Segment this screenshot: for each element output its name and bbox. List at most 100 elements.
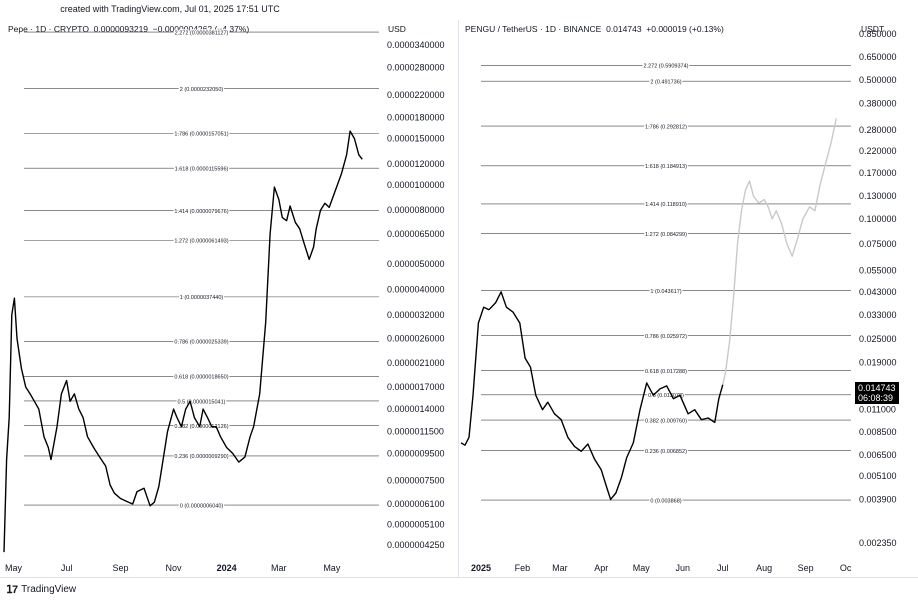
pepe-y-tick: 0.0000026000 <box>387 333 445 343</box>
pengu-fib-label: 1.786 (0.292812) <box>645 124 687 130</box>
pengu-fib-label: 0.382 (0.009760) <box>645 418 687 424</box>
pengu-x-tick: Oc <box>840 563 852 573</box>
pepe-y-tick: 0.0000032000 <box>387 310 445 320</box>
pepe-fib-label: 2 (0.0000232050) <box>180 87 224 93</box>
pengu-change: +0.000019 (+0.13%) <box>646 24 724 34</box>
pengu-y-tick: 0.650000 <box>859 52 897 62</box>
price-tag-countdown: 06:08:39 <box>858 393 894 403</box>
credit-line: created with TradingView.com, Jul 01, 20… <box>60 4 280 14</box>
pepe-y-tick: 0.0000005100 <box>387 519 445 529</box>
pengu-fib-label: 1.618 (0.184913) <box>645 164 687 170</box>
pengu-y-tick: 0.280000 <box>859 125 897 135</box>
pengu-fib-label: 1.272 (0.084299) <box>645 232 687 238</box>
pengu-y-tick: 0.011000 <box>859 405 896 415</box>
pengu-x-tick: May <box>633 563 651 573</box>
pepe-plot: 2.272 (0.0000381127) 2 (0.0000232050) 1.78… <box>3 29 445 573</box>
pengu-fib-label: 0.5 (0.013078) <box>648 393 684 399</box>
pengu-last-price: 0.014743 <box>606 24 642 34</box>
footer-divider <box>0 577 918 578</box>
pengu-plot: 2.272 (0.5909374) 2 (0.491736) 1.786 (0.29… <box>460 29 897 573</box>
pengu-y-tick: 0.055000 <box>859 266 897 276</box>
pepe-y-tick: 0.0000006100 <box>387 499 445 509</box>
pengu-y-tick: 0.043000 <box>859 287 897 297</box>
pengu-y-tick: 0.220000 <box>859 146 897 156</box>
pengu-y-tick: 0.025000 <box>859 334 897 344</box>
pengu-y-tick: 0.170000 <box>859 168 897 178</box>
pengu-currency: USDT <box>861 24 885 34</box>
pepe-y-tick: 0.0000021000 <box>387 358 445 368</box>
pepe-x-tick: Mar <box>271 563 287 573</box>
pengu-fib-label: 1 (0.043617) <box>650 289 681 295</box>
pengu-x-tick: Jul <box>717 563 729 573</box>
pengu-x-tick: Jun <box>675 563 690 573</box>
pepe-fib-label: 0.618 (0.0000018650) <box>174 375 228 381</box>
pengu-fib-label: 0.786 (0.025972) <box>645 334 687 340</box>
pengu-y-tick: 0.019000 <box>859 357 897 367</box>
pepe-y-tick: 0.0000050000 <box>387 259 445 269</box>
pepe-y-tick: 0.0000004250 <box>387 540 445 550</box>
pepe-y-tick: 0.0000040000 <box>387 284 445 294</box>
pepe-fib-label: 2.272 (0.0000381127) <box>175 30 229 36</box>
pepe-fib-label: 0 (0.0000006040) <box>180 503 224 509</box>
pengu-fib-label: 0.618 (0.017288) <box>645 369 687 375</box>
brand-name: TradingView <box>21 584 77 595</box>
pepe-fib-label: 0.382 (0.0000012126) <box>174 424 228 430</box>
pengu-symbol: PENGU / TetherUS · 1D · BINANCE <box>465 24 602 34</box>
pengu-y-tick: 0.006500 <box>859 450 897 460</box>
pengu-y-tick: 0.003900 <box>859 494 897 504</box>
pepe-fib-label: 1 (0.0000037440) <box>180 295 224 301</box>
pengu-price-line <box>460 291 724 501</box>
pengu-x-tick: Sep <box>798 563 814 573</box>
pepe-fib-label: 1.786 (0.0000157051) <box>174 132 228 138</box>
pengu-x-tick: 2025 <box>471 563 491 573</box>
pengu-chart-panel[interactable]: PENGU / TetherUS · 1D · BINANCE 0.014743… <box>460 20 916 577</box>
pengu-y-tick: 0.008500 <box>859 427 897 437</box>
pepe-change: −0.0000004262 (−4.37%) <box>152 24 250 34</box>
pepe-fib-label: 0.236 (0.0000009290) <box>174 454 228 460</box>
footer-brand[interactable]: 𝟣7 TradingView <box>6 583 76 596</box>
pepe-y-tick: 0.0000017000 <box>387 382 445 392</box>
pengu-y-tick: 0.500000 <box>859 75 897 85</box>
pengu-y-tick: 0.005100 <box>859 471 897 481</box>
pengu-fib-label: 0.236 (0.006852) <box>645 449 687 455</box>
pengu-legend: PENGU / TetherUS · 1D · BINANCE 0.014743… <box>465 24 724 34</box>
pepe-y-tick: 0.0000009500 <box>387 448 445 458</box>
pengu-y-tick: 0.075000 <box>859 239 897 249</box>
pengu-fib-label: 2 (0.491736) <box>650 80 681 86</box>
pengu-x-tick: Mar <box>552 563 568 573</box>
panel-divider <box>458 20 459 577</box>
pepe-y-tick: 0.0000120000 <box>387 159 445 169</box>
pepe-y-tick: 0.0000340000 <box>387 40 445 50</box>
pepe-x-tick: Sep <box>113 563 129 573</box>
pepe-x-tick: Jul <box>61 563 73 573</box>
pengu-y-tick: 0.033000 <box>859 310 897 320</box>
pepe-price-line <box>3 130 363 553</box>
pepe-symbol: Pepe · 1D · CRYPTO <box>8 24 89 34</box>
pengu-fib-label: 0 (0.003868) <box>650 498 681 504</box>
pengu-fib-label: 1.414 (0.118910) <box>645 202 687 208</box>
tradingview-logo-icon: 𝟣7 <box>6 584 18 596</box>
pepe-y-tick: 0.0000065000 <box>387 229 445 239</box>
pepe-fib-label: 1.414 (0.0000079676) <box>174 209 228 215</box>
pengu-price-line <box>722 118 837 385</box>
pepe-legend: Pepe · 1D · CRYPTO 0.0000093219 −0.00000… <box>8 24 249 34</box>
price-tag-value: 0.014743 <box>858 383 896 393</box>
pengu-y-tick: 0.850000 <box>859 29 897 39</box>
pepe-fib-label: 0.5 (0.0000015041) <box>177 399 225 405</box>
pepe-y-tick: 0.0000150000 <box>387 133 445 143</box>
pepe-y-tick: 0.0000014000 <box>387 404 445 414</box>
pepe-chart-panel[interactable]: Pepe · 1D · CRYPTO 0.0000093219 −0.00000… <box>3 20 459 577</box>
pepe-y-tick: 0.0000011500 <box>387 427 444 437</box>
pepe-fib-label: 1.272 (0.0000061493) <box>174 239 228 245</box>
pepe-y-tick: 0.0000100000 <box>387 180 445 190</box>
pengu-x-tick: Apr <box>594 563 608 573</box>
pepe-y-tick: 0.0000007500 <box>387 475 445 485</box>
pepe-fib-label: 0.786 (0.0000025339) <box>174 340 228 346</box>
pepe-y-tick: 0.0000180000 <box>387 113 445 123</box>
pengu-y-tick: 0.002350 <box>859 538 897 548</box>
pepe-fib-label: 1.618 (0.0000115596) <box>175 167 229 173</box>
pengu-x-tick: Feb <box>515 563 531 573</box>
pepe-x-tick: 2024 <box>217 563 237 573</box>
pepe-currency: USD <box>388 24 406 34</box>
pepe-last-price: 0.0000093219 <box>93 24 149 34</box>
